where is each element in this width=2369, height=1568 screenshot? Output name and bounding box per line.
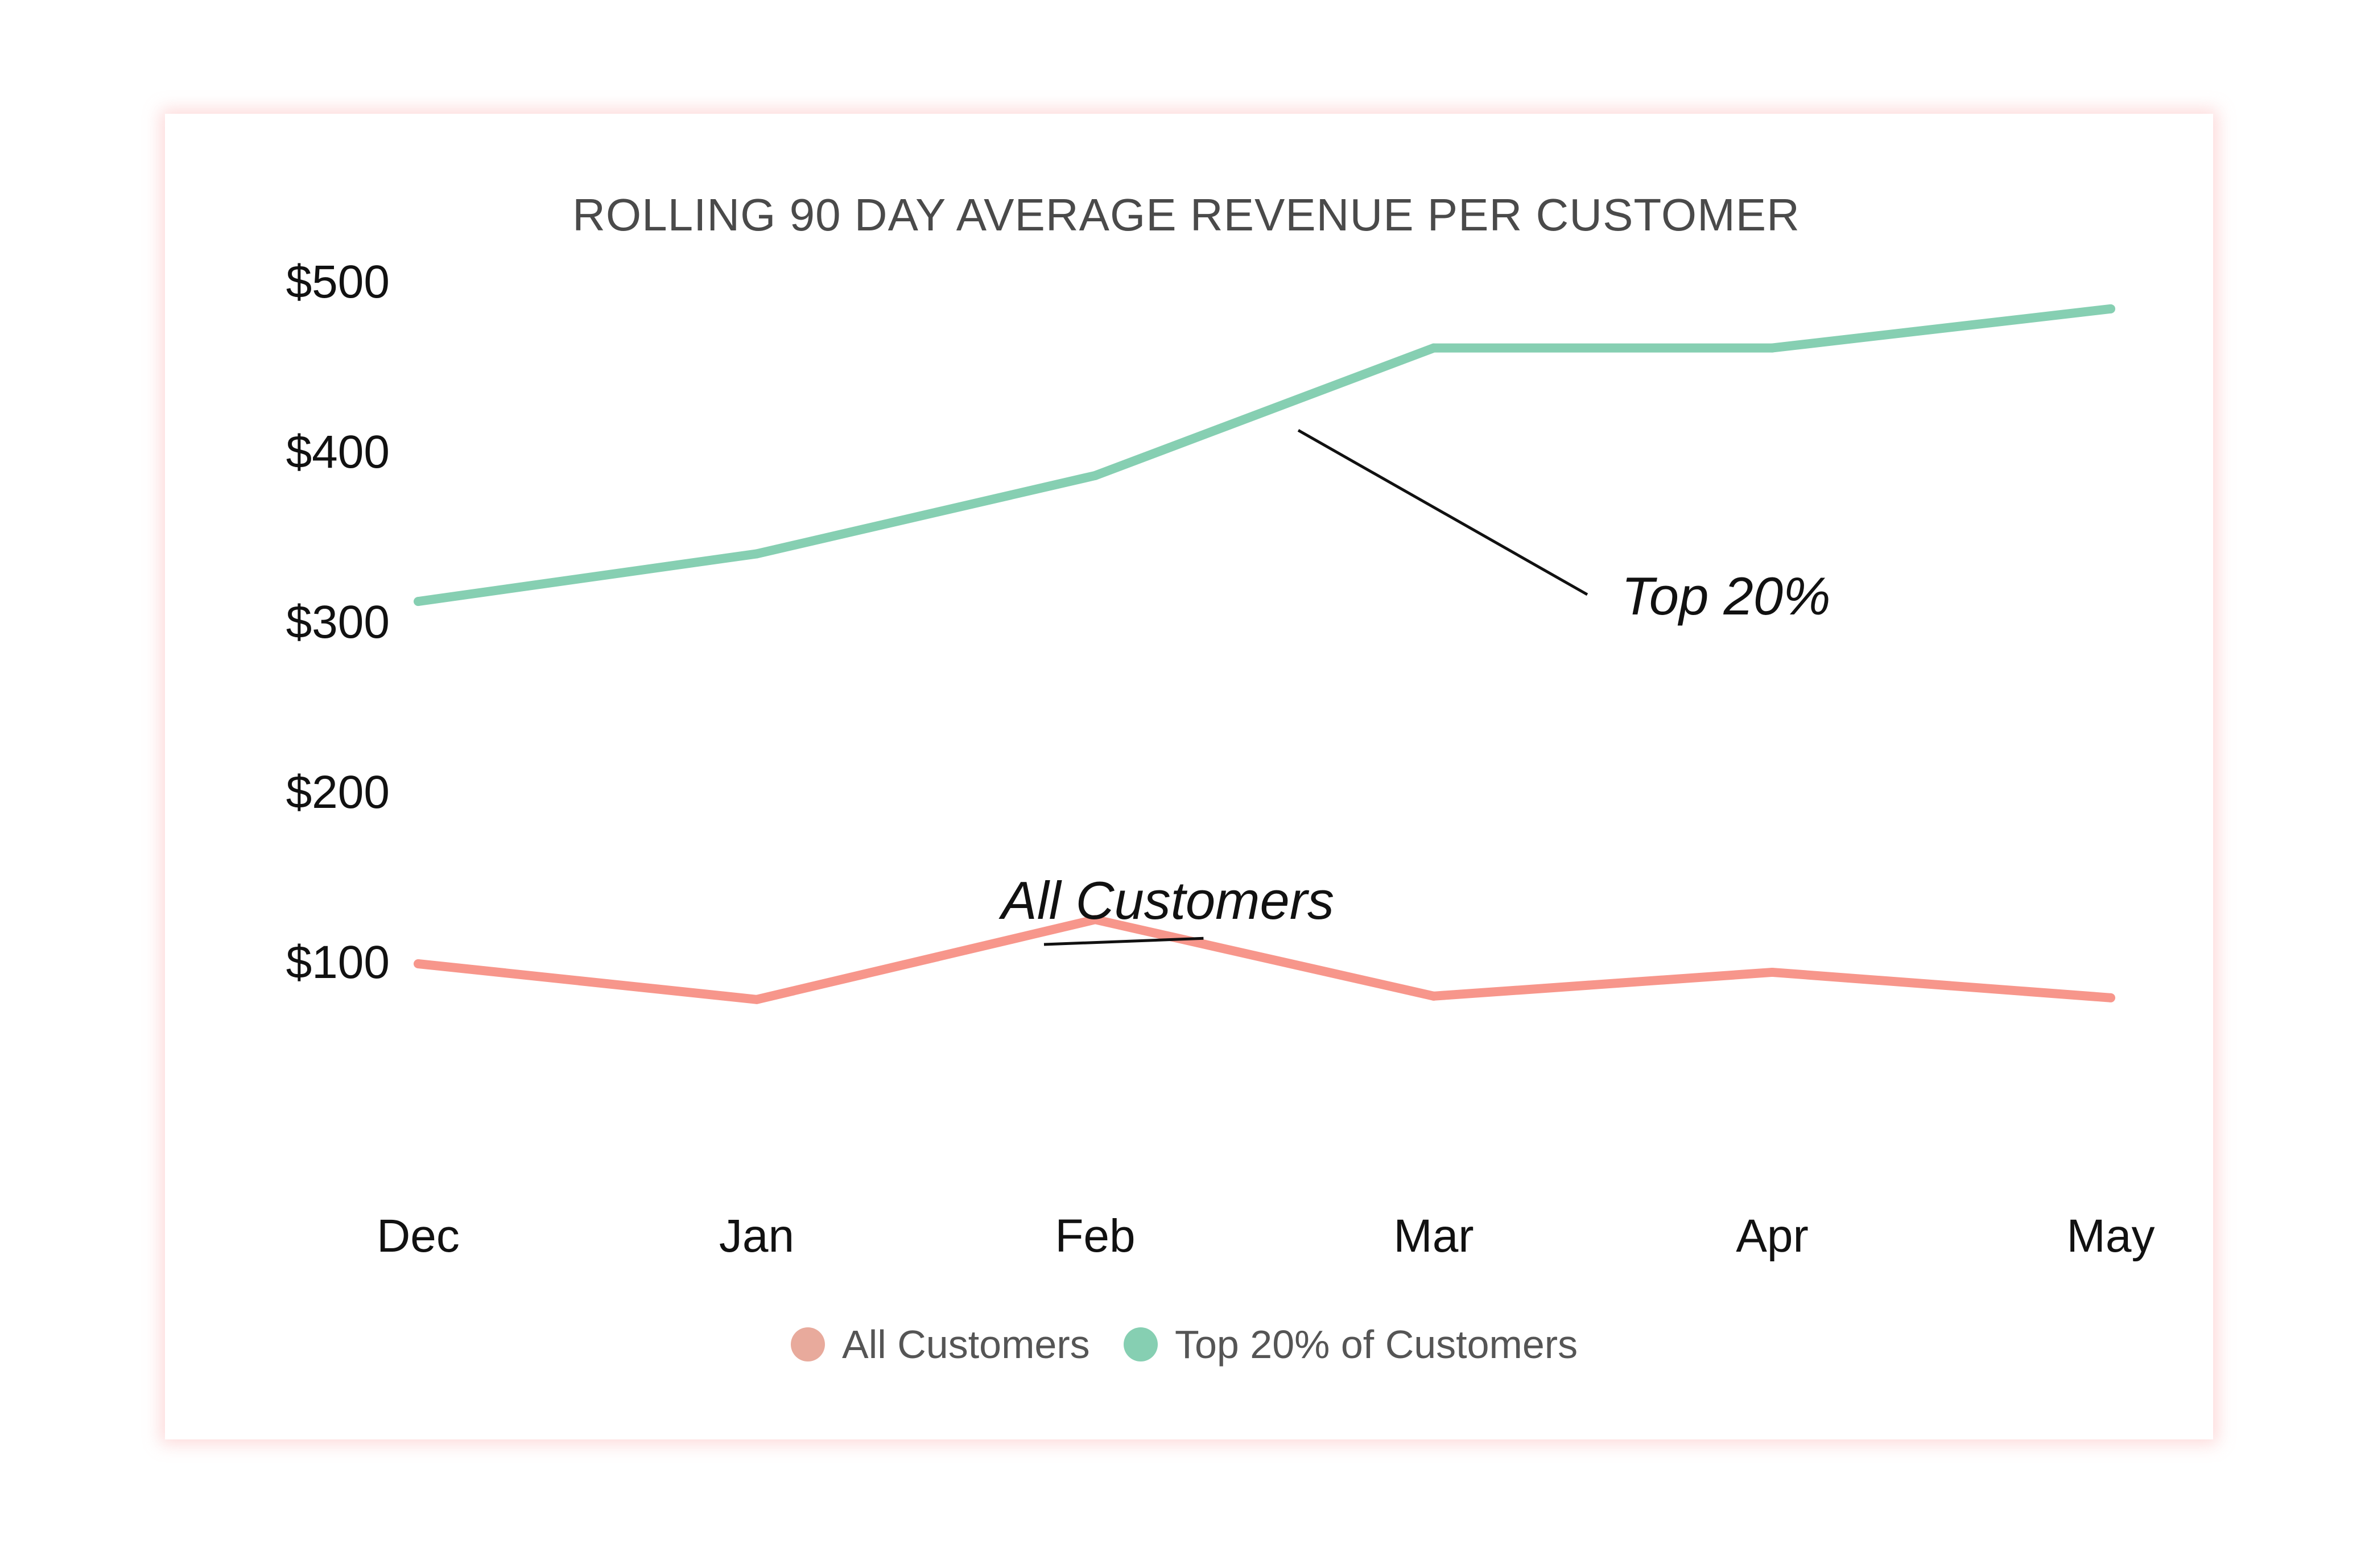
data-point — [1768, 343, 1777, 353]
data-point — [414, 597, 423, 606]
y-tick-label: $500 — [286, 256, 390, 308]
legend-label: Top 20% of Customers — [1175, 1322, 1578, 1367]
data-point — [414, 959, 423, 968]
x-tick-label: Apr — [1736, 1210, 1809, 1262]
x-axis: Dec Jan Feb Mar Apr May — [377, 1210, 2155, 1262]
annotation-layer: Top 20% All Customers — [998, 429, 1831, 946]
data-point — [752, 549, 761, 559]
x-tick-label: Mar — [1393, 1210, 1474, 1262]
y-axis: $100 $200 $300 $400 $500 — [286, 256, 390, 988]
line-chart: ROLLING 90 DAY AVERAGE REVENUE PER CUSTO… — [286, 189, 2155, 1367]
data-point — [1429, 991, 1438, 1001]
y-tick-label: $200 — [286, 766, 390, 818]
x-tick-label: Feb — [1055, 1210, 1135, 1262]
y-tick-label: $400 — [286, 426, 390, 478]
chart-card: ROLLING 90 DAY AVERAGE REVENUE PER CUSTO… — [165, 114, 2213, 1439]
data-point — [1768, 967, 1777, 977]
x-tick-label: Jan — [719, 1210, 794, 1262]
legend-swatch — [791, 1327, 825, 1361]
legend-label: All Customers — [842, 1322, 1090, 1367]
data-point — [2106, 304, 2115, 313]
series-line-top-20-of-customers — [417, 304, 2111, 606]
data-point — [1091, 471, 1100, 480]
x-tick-label: Dec — [377, 1210, 460, 1262]
chart-title: ROLLING 90 DAY AVERAGE REVENUE PER CUSTO… — [572, 189, 1800, 240]
annotation-label: All Customers — [998, 870, 1334, 930]
data-point — [1091, 915, 1100, 925]
x-tick-label: May — [2067, 1210, 2155, 1262]
annotation-leader-line — [1043, 936, 1204, 946]
series-layer — [414, 304, 2115, 1004]
legend: All Customers Top 20% of Customers — [791, 1322, 1578, 1367]
data-point — [752, 995, 761, 1004]
annotation-label: Top 20% — [1621, 566, 1831, 626]
y-tick-label: $100 — [286, 936, 390, 988]
annotation-leader-line — [1297, 429, 1588, 596]
data-point — [2106, 993, 2115, 1002]
y-tick-label: $300 — [286, 596, 390, 648]
series-line-all-customers — [418, 915, 2111, 1004]
legend-swatch — [1124, 1327, 1158, 1361]
data-point — [1429, 343, 1438, 353]
